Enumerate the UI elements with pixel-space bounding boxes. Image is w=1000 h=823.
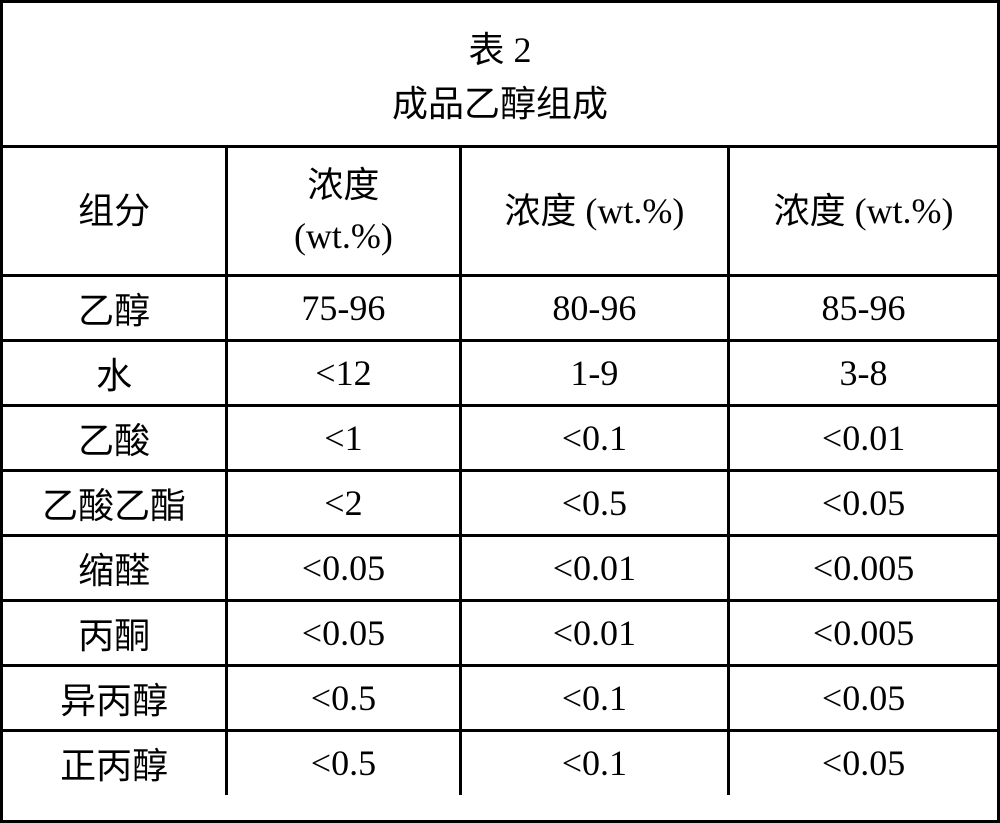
cell-value: <12 <box>227 340 461 405</box>
col-header-conc1-line2: (wt.%) <box>228 211 459 261</box>
cell-value: 75-96 <box>227 275 461 340</box>
cell-value: <2 <box>227 470 461 535</box>
composition-table: 表 2 成品乙醇组成 组分 浓度 (wt.%) 浓度 (wt.%) 浓度 (wt… <box>0 0 1000 823</box>
table-row: 正丙醇 <0.5 <0.1 <0.05 <box>3 730 997 795</box>
cell-value: <0.5 <box>227 665 461 730</box>
cell-component: 乙酸乙酯 <box>3 470 227 535</box>
cell-component: 水 <box>3 340 227 405</box>
cell-component: 乙醇 <box>3 275 227 340</box>
cell-value: <0.5 <box>460 470 728 535</box>
cell-value: 3-8 <box>729 340 997 405</box>
cell-value: <0.01 <box>460 600 728 665</box>
col-header-conc1-line1: 浓度 <box>228 160 459 210</box>
data-grid: 组分 浓度 (wt.%) 浓度 (wt.%) 浓度 (wt.%) 乙醇 75-9… <box>3 148 997 795</box>
col-header-component: 组分 <box>3 148 227 275</box>
table-row: 乙醇 75-96 80-96 85-96 <box>3 275 997 340</box>
cell-value: <0.05 <box>227 600 461 665</box>
cell-value: <0.05 <box>227 535 461 600</box>
cell-value: <0.05 <box>729 665 997 730</box>
cell-value: <0.1 <box>460 665 728 730</box>
cell-component: 乙酸 <box>3 405 227 470</box>
cell-value: <0.01 <box>460 535 728 600</box>
cell-value: <0.1 <box>460 730 728 795</box>
col-header-conc1: 浓度 (wt.%) <box>227 148 461 275</box>
table-row: 异丙醇 <0.5 <0.1 <0.05 <box>3 665 997 730</box>
cell-value: 1-9 <box>460 340 728 405</box>
cell-value: <0.05 <box>729 730 997 795</box>
cell-value: 80-96 <box>460 275 728 340</box>
table-title-line1: 表 2 <box>3 23 997 77</box>
table-row: 缩醛 <0.05 <0.01 <0.005 <box>3 535 997 600</box>
cell-value: 85-96 <box>729 275 997 340</box>
cell-value: <0.05 <box>729 470 997 535</box>
table-row: 水 <12 1-9 3-8 <box>3 340 997 405</box>
cell-value: <0.005 <box>729 600 997 665</box>
cell-component: 正丙醇 <box>3 730 227 795</box>
column-header-row: 组分 浓度 (wt.%) 浓度 (wt.%) 浓度 (wt.%) <box>3 148 997 275</box>
cell-value: <0.005 <box>729 535 997 600</box>
cell-component: 异丙醇 <box>3 665 227 730</box>
cell-component: 缩醛 <box>3 535 227 600</box>
cell-value: <0.01 <box>729 405 997 470</box>
col-header-conc3: 浓度 (wt.%) <box>729 148 997 275</box>
col-header-conc2: 浓度 (wt.%) <box>460 148 728 275</box>
table-title-line2: 成品乙醇组成 <box>3 77 997 131</box>
cell-value: <1 <box>227 405 461 470</box>
cell-value: <0.1 <box>460 405 728 470</box>
table-row: 乙酸 <1 <0.1 <0.01 <box>3 405 997 470</box>
table-row: 乙酸乙酯 <2 <0.5 <0.05 <box>3 470 997 535</box>
table-row: 丙酮 <0.05 <0.01 <0.005 <box>3 600 997 665</box>
cell-component: 丙酮 <box>3 600 227 665</box>
table-title-section: 表 2 成品乙醇组成 <box>3 3 997 148</box>
cell-value: <0.5 <box>227 730 461 795</box>
